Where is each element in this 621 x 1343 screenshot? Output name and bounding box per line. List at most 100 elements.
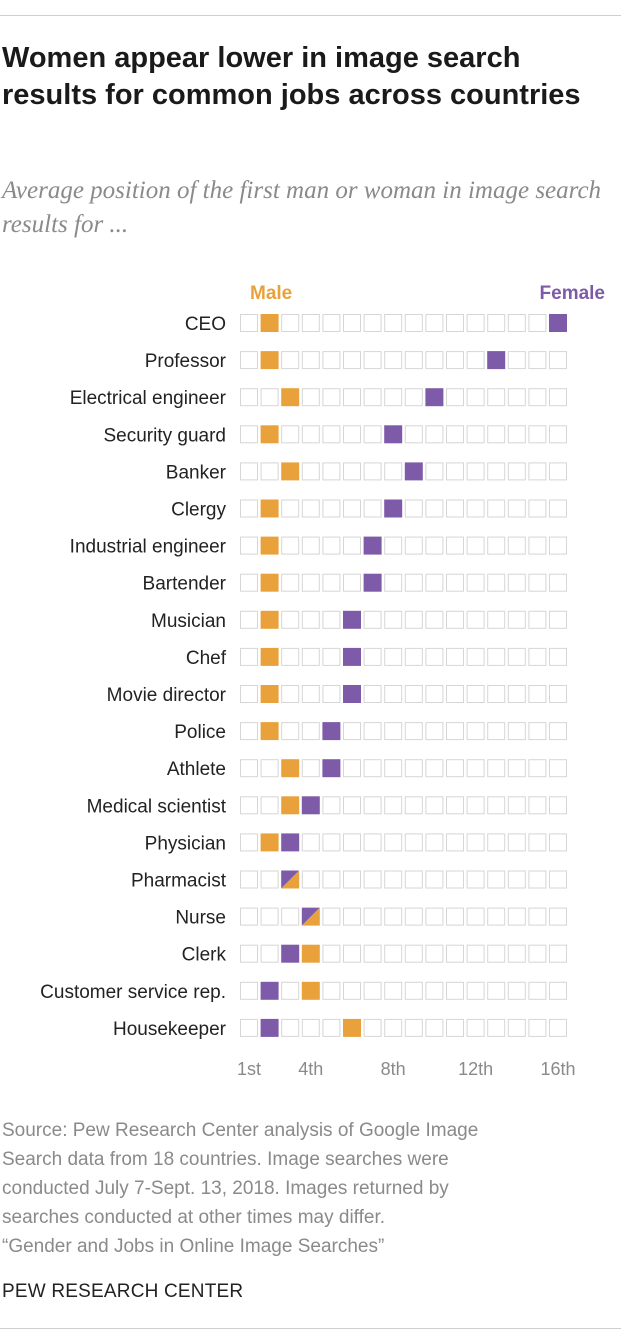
empty-cell — [487, 388, 506, 407]
empty-cell — [487, 536, 506, 555]
x-tick-label: 16th — [540, 1059, 575, 1079]
empty-cell — [301, 833, 320, 852]
row-label: Musician — [151, 611, 226, 632]
empty-cell — [384, 536, 403, 555]
empty-cell — [281, 499, 300, 518]
empty-cell — [260, 907, 279, 926]
empty-cell — [240, 981, 258, 1000]
male-mark — [260, 536, 279, 555]
male-mark — [281, 796, 300, 815]
empty-cell — [466, 462, 485, 481]
empty-cell — [260, 796, 279, 815]
empty-cell — [528, 759, 547, 778]
chart-row: Banker — [166, 462, 567, 483]
empty-cell — [528, 388, 547, 407]
source-line: Search data from 18 countries. Image sea… — [2, 1149, 449, 1170]
empty-cell — [425, 1018, 444, 1037]
empty-cell — [528, 351, 547, 370]
empty-cell — [487, 314, 506, 332]
row-label: Housekeeper — [113, 1019, 227, 1040]
empty-cell — [343, 573, 361, 592]
empty-cell — [384, 870, 403, 889]
empty-cell — [363, 796, 382, 815]
empty-cell — [343, 870, 361, 889]
empty-cell — [446, 314, 464, 332]
empty-cell — [507, 647, 526, 666]
female-mark — [404, 462, 423, 481]
empty-cell — [487, 425, 506, 444]
chart-title: Women appear lower in image search resul… — [2, 42, 581, 111]
empty-cell — [549, 944, 567, 963]
chart-subtitle: Average position of the first man or wom… — [2, 177, 602, 238]
empty-cell — [528, 685, 547, 703]
empty-cell — [343, 796, 361, 815]
empty-cell — [301, 314, 320, 332]
empty-cell — [404, 610, 423, 629]
male-mark — [260, 610, 279, 629]
empty-cell — [343, 499, 361, 518]
footer-credit: PEW RESEARCH CENTER — [2, 1281, 244, 1302]
empty-cell — [528, 462, 547, 481]
empty-cell — [260, 462, 279, 481]
empty-cell — [384, 1018, 403, 1037]
empty-cell — [404, 722, 423, 741]
empty-cell — [466, 388, 485, 407]
empty-cell — [240, 462, 258, 481]
empty-cell — [404, 573, 423, 592]
empty-cell — [322, 1018, 341, 1037]
empty-cell — [384, 944, 403, 963]
empty-cell — [404, 981, 423, 1000]
female-mark — [363, 536, 382, 555]
empty-cell — [446, 462, 464, 481]
empty-cell — [446, 610, 464, 629]
empty-cell — [466, 870, 485, 889]
empty-cell — [487, 499, 506, 518]
empty-cell — [281, 351, 300, 370]
female-mark — [260, 981, 279, 1000]
empty-cell — [384, 981, 403, 1000]
empty-cell — [466, 573, 485, 592]
empty-cell — [425, 499, 444, 518]
empty-cell — [549, 907, 567, 926]
empty-cell — [549, 351, 567, 370]
empty-cell — [240, 722, 258, 741]
female-mark — [322, 759, 341, 778]
empty-cell — [240, 833, 258, 852]
male-mark — [260, 647, 279, 666]
female-mark — [301, 796, 320, 815]
empty-cell — [528, 536, 547, 555]
empty-cell — [240, 907, 258, 926]
empty-cell — [363, 462, 382, 481]
empty-cell — [466, 536, 485, 555]
empty-cell — [487, 462, 506, 481]
empty-cell — [301, 610, 320, 629]
empty-cell — [425, 759, 444, 778]
empty-cell — [404, 685, 423, 703]
empty-cell — [487, 722, 506, 741]
empty-cell — [446, 944, 464, 963]
empty-cell — [301, 499, 320, 518]
male-mark — [301, 907, 320, 926]
empty-cell — [363, 907, 382, 926]
empty-cell — [363, 944, 382, 963]
empty-cell — [363, 610, 382, 629]
empty-cell — [322, 388, 341, 407]
empty-cell — [322, 462, 341, 481]
empty-cell — [384, 722, 403, 741]
empty-cell — [528, 647, 547, 666]
empty-cell — [446, 425, 464, 444]
male-mark — [260, 351, 279, 370]
row-label: Police — [174, 722, 226, 743]
empty-cell — [507, 981, 526, 1000]
empty-cell — [466, 722, 485, 741]
empty-cell — [281, 685, 300, 703]
empty-cell — [466, 833, 485, 852]
empty-cell — [507, 944, 526, 963]
empty-cell — [446, 388, 464, 407]
chart-row: Nurse — [175, 907, 567, 929]
row-label: Banker — [166, 462, 227, 483]
empty-cell — [507, 1018, 526, 1037]
empty-cell — [343, 462, 361, 481]
female-mark — [384, 425, 403, 444]
empty-cell — [425, 314, 444, 332]
